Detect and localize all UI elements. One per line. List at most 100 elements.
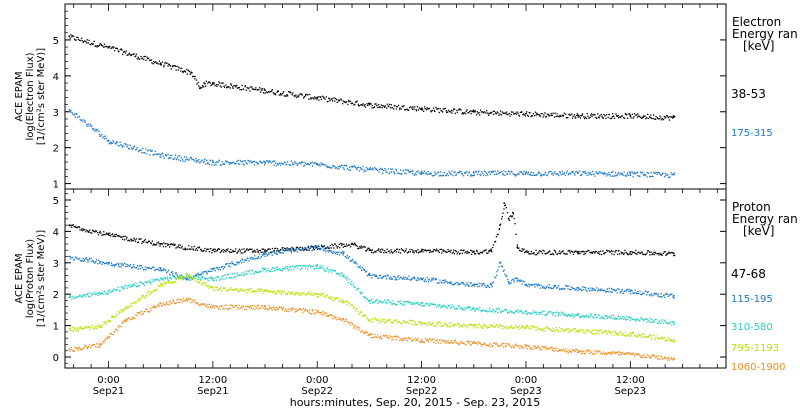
data-point bbox=[541, 174, 543, 177]
data-point bbox=[154, 269, 156, 271]
data-point bbox=[405, 173, 407, 175]
data-point bbox=[477, 112, 479, 114]
data-point bbox=[566, 328, 568, 330]
data-point bbox=[403, 105, 405, 107]
data-point bbox=[458, 304, 460, 307]
data-point bbox=[472, 174, 474, 176]
data-point bbox=[184, 70, 186, 72]
data-point bbox=[613, 317, 615, 320]
data-point bbox=[403, 250, 405, 252]
data-point bbox=[135, 238, 138, 240]
data-point bbox=[570, 314, 572, 316]
data-point bbox=[387, 275, 389, 277]
data-point bbox=[101, 326, 103, 328]
data-point bbox=[497, 311, 499, 314]
data-point bbox=[299, 249, 302, 252]
data-point bbox=[642, 171, 644, 173]
data-point bbox=[463, 342, 465, 344]
data-point bbox=[106, 293, 108, 295]
data-point bbox=[516, 174, 518, 176]
data-point bbox=[143, 297, 146, 299]
data-point bbox=[660, 117, 662, 119]
data-point bbox=[555, 251, 557, 254]
data-point bbox=[590, 174, 592, 176]
data-point bbox=[112, 290, 114, 292]
data-point bbox=[364, 104, 366, 106]
data-point bbox=[316, 264, 318, 266]
data-point bbox=[129, 144, 131, 146]
data-point bbox=[234, 85, 236, 87]
data-point bbox=[319, 165, 321, 167]
data-point bbox=[242, 275, 244, 277]
data-point bbox=[644, 115, 646, 117]
data-point bbox=[623, 335, 625, 337]
data-point bbox=[176, 65, 178, 68]
y-tick-label: 1 bbox=[53, 180, 59, 191]
data-point bbox=[660, 296, 662, 298]
data-point bbox=[157, 304, 159, 307]
data-point bbox=[227, 265, 230, 267]
data-point bbox=[99, 42, 101, 45]
data-point bbox=[228, 307, 231, 310]
data-point bbox=[611, 317, 613, 319]
data-point bbox=[584, 170, 586, 173]
legend-title: Energy ran bbox=[732, 27, 798, 41]
data-point bbox=[361, 291, 363, 294]
data-point bbox=[370, 333, 372, 336]
data-point bbox=[239, 89, 241, 91]
data-point bbox=[371, 104, 373, 107]
data-point bbox=[76, 227, 78, 229]
data-point bbox=[130, 263, 132, 266]
data-point bbox=[190, 156, 192, 159]
data-point bbox=[159, 286, 161, 288]
data-point bbox=[536, 112, 538, 114]
data-point bbox=[275, 309, 277, 311]
data-point bbox=[509, 310, 511, 312]
data-point bbox=[305, 293, 307, 296]
data-point bbox=[175, 69, 177, 71]
data-point bbox=[244, 160, 247, 162]
data-point bbox=[150, 59, 153, 61]
data-point bbox=[510, 215, 512, 217]
data-point bbox=[519, 279, 522, 281]
data-point bbox=[190, 302, 192, 304]
data-point bbox=[610, 117, 613, 120]
data-point bbox=[294, 294, 296, 296]
data-point bbox=[474, 110, 476, 112]
data-point bbox=[105, 262, 107, 264]
data-point bbox=[579, 316, 582, 318]
data-point bbox=[486, 327, 489, 329]
data-point bbox=[458, 344, 460, 346]
data-point bbox=[355, 262, 357, 264]
data-point bbox=[298, 308, 300, 310]
data-point bbox=[221, 278, 223, 280]
data-point bbox=[609, 117, 611, 120]
data-point bbox=[409, 171, 411, 173]
data-point bbox=[364, 106, 367, 108]
data-point bbox=[177, 246, 179, 248]
data-point bbox=[262, 162, 264, 164]
data-point bbox=[634, 335, 636, 337]
data-point bbox=[313, 245, 315, 247]
data-point bbox=[230, 83, 232, 85]
data-point bbox=[428, 173, 430, 175]
data-point bbox=[87, 346, 89, 349]
data-point bbox=[438, 321, 441, 323]
data-point bbox=[606, 249, 608, 251]
data-point bbox=[473, 323, 475, 326]
data-point bbox=[472, 307, 474, 309]
data-point bbox=[476, 343, 479, 345]
data-point bbox=[550, 287, 553, 290]
data-point bbox=[553, 312, 555, 314]
data-point bbox=[441, 339, 443, 341]
data-point bbox=[537, 311, 539, 313]
data-point bbox=[379, 106, 382, 108]
data-point bbox=[665, 340, 667, 342]
data-point bbox=[237, 250, 240, 252]
data-point bbox=[660, 292, 662, 295]
data-point bbox=[674, 115, 676, 118]
data-point bbox=[170, 271, 172, 273]
data-point bbox=[230, 84, 232, 86]
data-point bbox=[617, 115, 619, 117]
data-point bbox=[472, 342, 474, 344]
